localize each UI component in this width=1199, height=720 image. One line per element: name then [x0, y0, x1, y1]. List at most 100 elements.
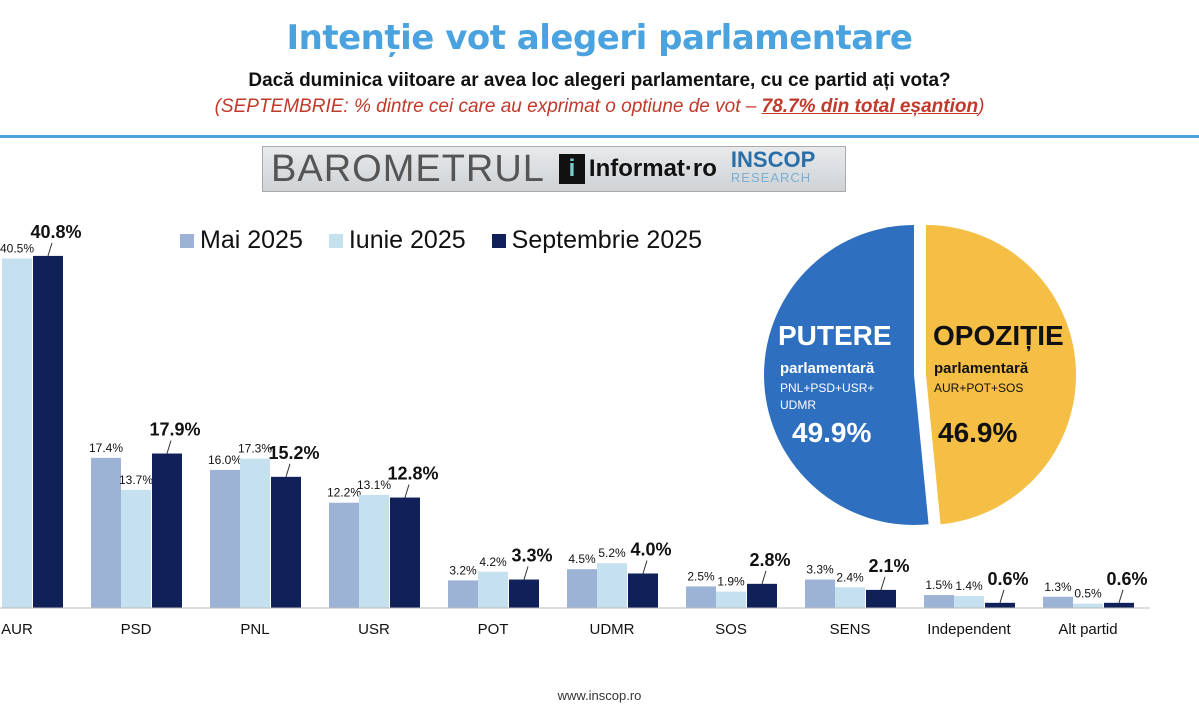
data-label: 40.8%	[30, 222, 81, 242]
bar	[1104, 602, 1134, 608]
bar	[121, 489, 151, 608]
data-label: 2.1%	[868, 556, 909, 576]
data-label: 2.4%	[836, 570, 864, 584]
putere-parties: PNL+PSD+USR+	[780, 381, 874, 395]
note-suffix: )	[978, 96, 985, 117]
bar	[954, 595, 984, 608]
bar	[271, 476, 301, 608]
data-label: 1.4%	[955, 579, 983, 593]
inscop-logo: INSCOP RESEARCH	[730, 149, 815, 187]
footer-url: www.inscop.ro	[557, 688, 642, 703]
leader-line	[999, 589, 1005, 603]
category-label: Independent	[927, 621, 1011, 638]
bar	[805, 579, 835, 608]
leader-line	[285, 463, 291, 477]
sample-note: (SEPTEMBRIE: % dintre cei care au exprim…	[0, 96, 1199, 118]
data-label: 17.4%	[89, 441, 123, 455]
data-label: 17.9%	[149, 420, 200, 440]
informat-logo: i Informat·ro	[558, 154, 717, 184]
data-label: 12.2%	[327, 486, 361, 500]
data-label: 16.0%	[208, 453, 242, 467]
note-prefix: (SEPTEMBRIE: % dintre cei care au exprim…	[214, 96, 762, 117]
legend-swatch	[180, 234, 194, 248]
data-label: 12.8%	[387, 464, 438, 484]
opozitie-label: OPOZIȚIE	[933, 320, 1064, 351]
data-label: 13.7%	[119, 473, 153, 487]
leader-line	[166, 440, 172, 454]
leader-line	[523, 566, 529, 580]
data-label: 1.5%	[925, 578, 953, 592]
leader-line	[761, 570, 767, 584]
data-label: 2.5%	[687, 569, 715, 583]
data-label: 4.0%	[630, 539, 671, 559]
bar	[716, 591, 746, 608]
category-label: SENS	[830, 621, 871, 638]
legend-label: Septembrie 2025	[511, 226, 703, 254]
data-label: 1.9%	[717, 575, 745, 589]
bar	[329, 502, 359, 608]
informat-text: Informat·ro	[588, 155, 717, 182]
data-label: 4.5%	[568, 552, 596, 566]
bar	[866, 589, 896, 608]
data-label: 4.2%	[479, 555, 507, 569]
category-label: AUR	[1, 621, 33, 638]
research-text: RESEARCH	[730, 170, 812, 185]
data-label: 15.2%	[268, 443, 319, 463]
category-label: USR	[358, 621, 390, 638]
leader-line	[642, 560, 648, 574]
putere-value: 49.9%	[792, 417, 871, 448]
page-title: Intenție vot alegeri parlamentare	[286, 18, 913, 58]
opozitie-parties: AUR+POT+SOS	[934, 381, 1023, 395]
barometrul-logo: BAROMETRUL	[271, 147, 545, 190]
bar	[597, 563, 627, 608]
legend-label: Mai 2025	[200, 226, 303, 254]
category-label: PSD	[121, 621, 152, 638]
note-emphasis: 78.7% din total eșantion	[761, 96, 979, 117]
leader-line	[1118, 589, 1124, 603]
inscop-text: INSCOP	[730, 147, 816, 172]
data-label: 0.6%	[987, 569, 1028, 589]
data-label: 40.5%	[0, 241, 34, 255]
category-label: PNL	[240, 621, 269, 638]
data-label: 17.3%	[238, 442, 272, 456]
data-label: 0.5%	[1074, 587, 1102, 601]
logo-banner: BAROMETRUL i Informat·ro INSCOP RESEARCH	[262, 146, 846, 192]
pie-slice-putere	[764, 225, 929, 525]
legend-swatch	[328, 234, 343, 248]
putere-sub: parlamentară	[780, 360, 875, 377]
category-label: POT	[478, 621, 509, 638]
bar	[1073, 603, 1103, 608]
legend: Mai 2025 Iunie 2025 Septembrie 2025	[180, 226, 702, 255]
bar	[91, 457, 121, 608]
bar	[390, 497, 420, 608]
legend-item: Septembrie 2025	[491, 226, 703, 255]
bar	[985, 602, 1015, 608]
data-label: 13.1%	[357, 478, 391, 492]
bar	[240, 458, 270, 608]
leader-line	[404, 484, 410, 498]
data-label: 2.8%	[749, 550, 790, 570]
bar	[2, 258, 32, 608]
leader-line	[47, 242, 53, 257]
data-label: 3.3%	[806, 563, 834, 577]
legend-item: Iunie 2025	[328, 226, 466, 255]
bar	[1043, 596, 1073, 608]
bar	[448, 580, 478, 608]
putere-label: PUTERE	[778, 320, 892, 351]
opozitie-value: 46.9%	[938, 417, 1017, 448]
bar	[628, 573, 658, 608]
pie-slice-opozitie	[926, 225, 1077, 525]
legend-label: Iunie 2025	[348, 226, 466, 254]
data-label: 0.6%	[1106, 569, 1147, 589]
leader-line	[880, 576, 886, 591]
divider	[0, 135, 1199, 138]
bar	[924, 595, 954, 608]
bar	[210, 469, 240, 608]
category-label: SOS	[715, 621, 747, 638]
legend-swatch	[491, 234, 506, 248]
bar	[359, 494, 389, 608]
bar	[478, 571, 508, 608]
question: Dacă duminica viitoare ar avea loc alege…	[248, 70, 951, 91]
data-label: 3.3%	[511, 546, 552, 566]
